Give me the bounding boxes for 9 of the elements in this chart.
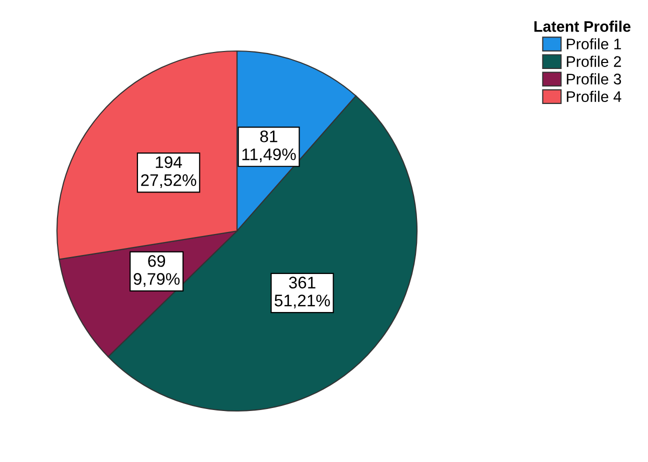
legend-label: Profile 4 — [566, 90, 622, 102]
data-label: 194 27,52% — [141, 156, 196, 188]
legend-label: Profile 3 — [566, 73, 622, 84]
data-label: 361 51,21% — [274, 276, 330, 308]
legend-label: Profile 2 — [566, 56, 621, 67]
data-label: 69 9,79% — [134, 255, 180, 287]
legend-title: Latent Profile — [534, 20, 630, 32]
legend-label: Profile 1 — [566, 38, 621, 50]
data-label: 81 11,49% — [242, 130, 296, 162]
